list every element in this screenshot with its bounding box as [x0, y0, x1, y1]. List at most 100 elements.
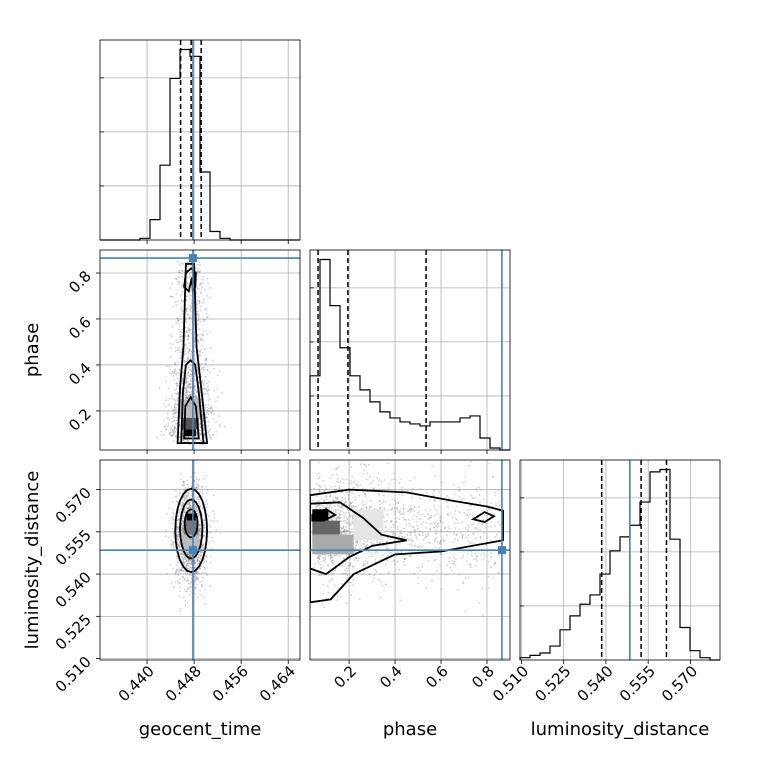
sample-point — [323, 554, 326, 557]
sample-point — [190, 377, 193, 380]
sample-point — [205, 560, 208, 563]
sample-point — [461, 481, 464, 484]
sample-point — [196, 483, 199, 486]
sample-point — [202, 443, 204, 446]
sample-point — [401, 536, 404, 539]
sample-point — [195, 303, 198, 306]
sample-point — [198, 524, 201, 527]
sample-point — [184, 557, 186, 560]
sample-point — [185, 330, 188, 333]
sample-point — [352, 579, 354, 582]
sample-point — [348, 521, 351, 524]
sample-point — [197, 558, 199, 561]
sample-point — [203, 366, 205, 369]
sample-point — [181, 483, 184, 486]
sample-point — [212, 510, 215, 512]
sample-point — [168, 536, 171, 539]
sample-point — [348, 514, 351, 517]
sample-point — [399, 532, 402, 535]
sample-point — [181, 501, 184, 504]
sample-point — [174, 495, 177, 498]
sample-point — [171, 518, 174, 521]
sample-point — [318, 490, 321, 493]
sample-point — [410, 545, 413, 547]
sample-point — [194, 578, 197, 581]
sample-point — [207, 515, 210, 518]
sample-point — [434, 546, 437, 549]
sample-point — [479, 535, 482, 538]
sample-point — [379, 506, 382, 509]
sample-point — [182, 516, 185, 518]
sample-point — [205, 499, 208, 502]
sample-point — [323, 499, 326, 501]
sample-point — [336, 498, 339, 500]
sample-point — [343, 530, 345, 532]
sample-point — [343, 516, 345, 519]
sample-point — [379, 580, 382, 583]
sample-point — [187, 335, 190, 338]
sample-point — [351, 506, 353, 509]
sample-point — [325, 506, 328, 509]
sample-point — [173, 372, 176, 375]
sample-point — [188, 374, 191, 377]
sample-point — [183, 509, 186, 512]
sample-point — [202, 394, 205, 396]
sample-point — [179, 336, 181, 338]
sample-point — [196, 559, 198, 562]
sample-point — [373, 577, 375, 580]
sample-point — [186, 479, 189, 482]
sample-point — [324, 556, 327, 559]
sample-point — [203, 369, 205, 371]
sample-point — [197, 512, 200, 515]
sample-point — [490, 552, 492, 554]
sample-point — [373, 561, 376, 564]
sample-point — [453, 493, 456, 495]
sample-point — [419, 518, 422, 520]
sample-point — [457, 539, 459, 542]
sample-point — [498, 524, 501, 526]
sample-point — [446, 501, 449, 503]
sample-point — [312, 499, 314, 502]
sample-point — [319, 573, 322, 576]
sample-point — [407, 539, 410, 541]
sample-point — [352, 481, 355, 483]
sample-point — [218, 423, 221, 426]
sample-point — [180, 522, 183, 525]
sample-point — [470, 504, 473, 507]
sample-point — [340, 505, 343, 508]
sample-point — [329, 514, 332, 517]
sample-point — [179, 572, 182, 575]
sample-point — [177, 391, 180, 394]
sample-point — [176, 341, 179, 344]
sample-point — [326, 585, 329, 587]
sample-point — [176, 555, 179, 558]
sample-point — [405, 523, 408, 526]
sample-point — [330, 513, 332, 516]
sample-point — [470, 523, 473, 526]
sample-point — [340, 528, 343, 530]
sample-point — [184, 318, 187, 321]
sample-point — [186, 553, 189, 556]
sample-point — [176, 403, 178, 405]
sample-point — [345, 512, 347, 515]
panel-contents — [310, 460, 510, 660]
sample-point — [320, 566, 322, 569]
sample-point — [180, 553, 183, 556]
sample-point — [180, 472, 183, 475]
sample-point — [197, 339, 200, 342]
sample-point — [209, 561, 212, 564]
sample-point — [384, 500, 387, 503]
sample-point — [446, 530, 449, 533]
sample-point — [171, 429, 174, 432]
sample-point — [422, 521, 424, 524]
sample-point — [197, 532, 200, 535]
sample-point — [193, 566, 196, 569]
sample-point — [354, 506, 357, 509]
sample-point — [182, 561, 185, 564]
sample-point — [186, 377, 188, 379]
sample-point — [182, 439, 185, 442]
density-cell — [183, 520, 199, 535]
sample-point — [205, 382, 208, 385]
sample-point — [365, 506, 368, 509]
sample-point — [176, 526, 179, 528]
